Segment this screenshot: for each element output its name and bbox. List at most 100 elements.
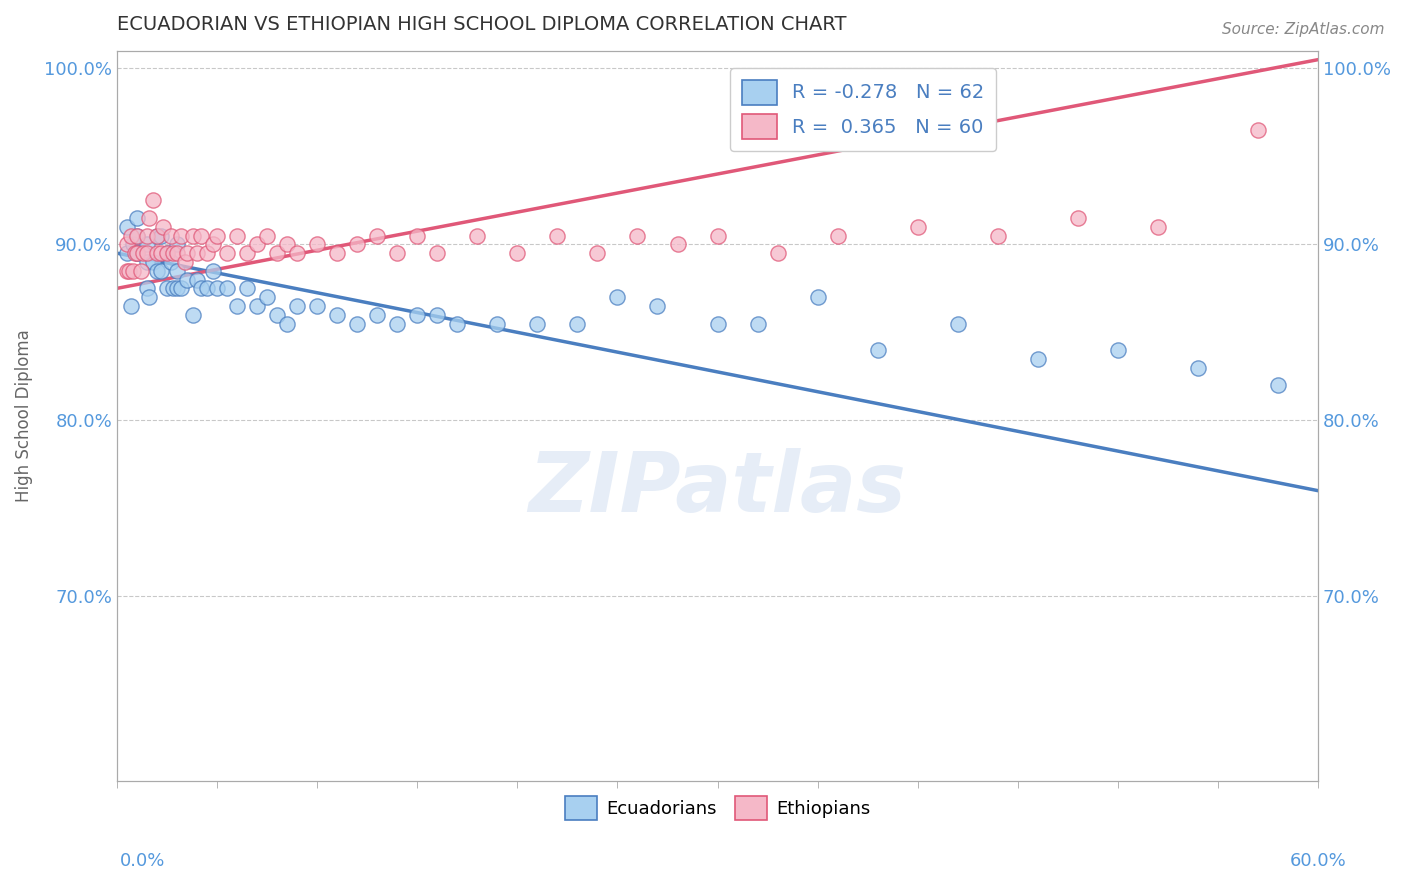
Point <box>152 219 174 234</box>
Point <box>387 246 409 260</box>
Point <box>366 228 388 243</box>
Point <box>486 317 509 331</box>
Point <box>181 308 204 322</box>
Point <box>205 228 228 243</box>
Point <box>1147 219 1170 234</box>
Point <box>285 246 308 260</box>
Point <box>146 228 169 243</box>
Point <box>426 308 449 322</box>
Text: Source: ZipAtlas.com: Source: ZipAtlas.com <box>1222 22 1385 37</box>
Point <box>766 246 789 260</box>
Point <box>217 246 239 260</box>
Point <box>202 264 225 278</box>
Point <box>987 228 1010 243</box>
Point <box>226 299 249 313</box>
Point <box>1067 211 1090 225</box>
Point <box>122 264 145 278</box>
Point <box>146 264 169 278</box>
Point <box>307 299 329 313</box>
Point <box>174 255 197 269</box>
Point <box>907 219 929 234</box>
Point <box>647 299 669 313</box>
Point <box>162 281 184 295</box>
Point <box>1107 343 1129 357</box>
Point <box>446 317 468 331</box>
Point <box>129 264 152 278</box>
Point <box>176 246 198 260</box>
Point <box>946 317 969 331</box>
Point <box>326 308 349 322</box>
Point <box>346 237 368 252</box>
Point <box>115 237 138 252</box>
Point <box>125 211 148 225</box>
Point <box>136 281 159 295</box>
Point <box>246 237 269 252</box>
Point <box>706 317 728 331</box>
Y-axis label: High School Diploma: High School Diploma <box>15 329 32 502</box>
Point <box>190 228 212 243</box>
Point <box>285 299 308 313</box>
Point <box>170 281 193 295</box>
Point <box>156 246 179 260</box>
Point <box>202 237 225 252</box>
Point <box>546 228 568 243</box>
Point <box>1247 123 1270 137</box>
Text: 60.0%: 60.0% <box>1291 852 1347 870</box>
Point <box>626 228 648 243</box>
Point <box>506 246 529 260</box>
Point <box>156 281 179 295</box>
Point <box>827 228 849 243</box>
Point <box>125 246 148 260</box>
Point <box>125 246 148 260</box>
Point <box>138 211 160 225</box>
Point <box>326 246 349 260</box>
Point <box>132 246 155 260</box>
Point <box>276 317 298 331</box>
Point <box>156 246 179 260</box>
Point <box>195 246 218 260</box>
Point <box>142 194 165 208</box>
Point <box>118 264 141 278</box>
Point <box>266 246 288 260</box>
Point <box>706 228 728 243</box>
Point <box>606 290 628 304</box>
Point <box>346 317 368 331</box>
Point <box>115 264 138 278</box>
Point <box>146 246 169 260</box>
Point <box>181 228 204 243</box>
Point <box>146 228 169 243</box>
Point <box>1026 351 1049 366</box>
Point <box>236 281 259 295</box>
Point <box>190 281 212 295</box>
Point <box>586 246 609 260</box>
Point <box>124 246 146 260</box>
Point <box>138 290 160 304</box>
Point <box>115 219 138 234</box>
Point <box>120 299 142 313</box>
Text: ZIPatlas: ZIPatlas <box>529 449 907 530</box>
Point <box>136 237 159 252</box>
Point <box>150 264 173 278</box>
Point <box>136 228 159 243</box>
Point <box>366 308 388 322</box>
Point <box>266 308 288 322</box>
Point <box>307 237 329 252</box>
Legend: Ecuadorians, Ethiopians: Ecuadorians, Ethiopians <box>557 789 877 827</box>
Point <box>176 272 198 286</box>
Point <box>166 246 188 260</box>
Point <box>162 246 184 260</box>
Point <box>142 255 165 269</box>
Point <box>246 299 269 313</box>
Point <box>567 317 589 331</box>
Point <box>160 255 183 269</box>
Point <box>186 272 208 286</box>
Point <box>150 246 173 260</box>
Point <box>166 281 188 295</box>
Point <box>125 228 148 243</box>
Point <box>186 246 208 260</box>
Point <box>666 237 689 252</box>
Point <box>406 308 429 322</box>
Point <box>526 317 548 331</box>
Point <box>387 317 409 331</box>
Point <box>195 281 218 295</box>
